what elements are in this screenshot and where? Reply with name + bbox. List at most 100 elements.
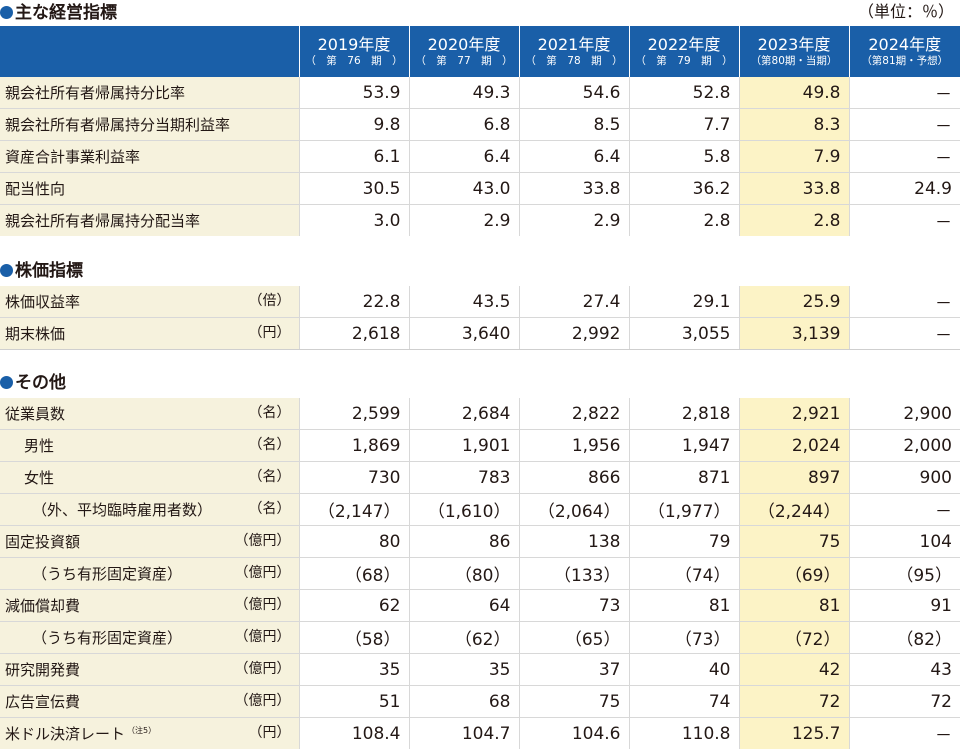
value-cell: 1,901	[408, 429, 519, 462]
table-row: （うち有形固定資産） （億円） （68） （80） （133） （74） （69） （95）	[0, 557, 960, 590]
value-cell: 9.8	[298, 108, 409, 141]
value-cell-current: 897	[738, 461, 849, 494]
value-cell: 1,869	[298, 429, 409, 462]
value-cell: 2,992	[518, 317, 629, 349]
table-row: 研究開発費 （億円） 35 35 37 40 42 43	[0, 653, 960, 686]
value-cell: 37	[518, 653, 629, 686]
row-label-text: （外、平均臨時雇用者数）	[32, 501, 213, 519]
value-cell: 730	[298, 461, 409, 494]
row-label-text: 親会社所有者帰属持分当期利益率	[5, 116, 231, 134]
value-cell: 6.4	[408, 140, 519, 173]
row-unit: （名）	[248, 405, 291, 421]
value-cell-forecast: －	[848, 317, 960, 349]
row-unit: （億円）	[234, 533, 291, 549]
value-cell: （65）	[518, 621, 629, 654]
value-cell: （58）	[298, 621, 409, 654]
value-cell: 54.6	[518, 77, 629, 109]
value-cell: 3,640	[408, 317, 519, 349]
main-indicators-table: 2019年度（ 第 76 期 ） 2020年度（ 第 77 期 ） 2021年度…	[0, 26, 960, 236]
header-year: 2019年度（ 第 76 期 ）	[298, 26, 409, 77]
section-title-other: その他	[0, 370, 66, 396]
table-row: 親会社所有者帰属持分比率 53.9 49.3 54.6 52.8 49.8 －	[0, 77, 960, 109]
value-cell-forecast: －	[848, 140, 960, 173]
value-cell-forecast: －	[848, 286, 960, 318]
value-cell-forecast: 43	[848, 653, 960, 686]
unit-note: （単位：％）	[857, 2, 954, 21]
row-label: 減価償却費 （億円）	[0, 589, 299, 622]
value-cell: 40	[628, 653, 739, 686]
header-year-current: 2023年度 （第80期・当期）	[738, 26, 849, 77]
value-cell: 1,947	[628, 429, 739, 462]
header-row: 2019年度（ 第 76 期 ） 2020年度（ 第 77 期 ） 2021年度…	[0, 26, 960, 77]
value-cell: 2,822	[518, 398, 629, 430]
value-cell: 6.8	[408, 108, 519, 141]
value-cell-current: 42	[738, 653, 849, 686]
row-unit: （億円）	[234, 565, 291, 581]
row-label: 研究開発費 （億円）	[0, 653, 299, 686]
row-label-text: 女性	[24, 469, 55, 487]
row-unit: （円）	[248, 725, 291, 741]
bullet-icon	[0, 264, 13, 277]
value-cell: 49.3	[408, 77, 519, 109]
value-cell: （2,147）	[298, 493, 409, 526]
row-label-text: 株価収益率	[5, 293, 81, 311]
row-label-text: （うち有形固定資産）	[32, 629, 183, 647]
table-row: （外、平均臨時雇用者数） （名） （2,147） （1,610） （2,064） （1,9…	[0, 493, 960, 526]
table-row: 減価償却費 （億円） 62 64 73 81 81 91	[0, 589, 960, 622]
value-cell: 2.9	[408, 204, 519, 236]
value-cell: 6.1	[298, 140, 409, 173]
row-label: 固定投資額 （億円）	[0, 525, 299, 558]
value-cell-forecast: （82）	[848, 621, 960, 654]
header-year-forecast: 2024年度 （第81期・予想）	[848, 26, 960, 77]
value-cell: 35	[408, 653, 519, 686]
value-cell: 43.5	[408, 286, 519, 318]
value-cell: 81	[628, 589, 739, 622]
section-title-main-indicators: 主な経営指標	[0, 0, 117, 26]
value-cell: （2,064）	[518, 493, 629, 526]
value-cell: 871	[628, 461, 739, 494]
value-cell: 79	[628, 525, 739, 558]
value-cell-forecast: －	[848, 77, 960, 109]
row-label: 配当性向	[0, 172, 299, 205]
header-year: 2020年度（ 第 77 期 ）	[408, 26, 519, 77]
value-cell: 104.7	[408, 717, 519, 749]
value-cell-forecast: －	[848, 204, 960, 236]
row-unit: （名）	[248, 501, 291, 517]
row-label: 株価収益率 （倍）	[0, 286, 299, 318]
table-row: 米ドル決済レート （注5） （円） 108.4 104.7 104.6 110.8 125.7…	[0, 717, 960, 749]
row-unit: （億円）	[234, 597, 291, 613]
row-label-text: 研究開発費	[5, 661, 81, 679]
row-label: 米ドル決済レート （注5） （円）	[0, 717, 299, 749]
row-label: 男性 （名）	[0, 429, 299, 462]
value-cell: 62	[298, 589, 409, 622]
value-cell-forecast: 91	[848, 589, 960, 622]
header-corner	[0, 26, 299, 77]
row-unit: （名）	[248, 437, 291, 453]
row-unit: （億円）	[234, 629, 291, 645]
row-label: 親会社所有者帰属持分配当率	[0, 204, 299, 236]
table-row: 期末株価 （円） 2,618 3,640 2,992 3,055 3,139 －	[0, 317, 960, 349]
table-row: 従業員数 （名） 2,599 2,684 2,822 2,818 2,921 2,900	[0, 398, 960, 430]
value-cell-current: 72	[738, 685, 849, 718]
table-row: 男性 （名） 1,869 1,901 1,956 1,947 2,024 2,000	[0, 429, 960, 462]
value-cell: 2,818	[628, 398, 739, 430]
value-cell-current: 7.9	[738, 140, 849, 173]
value-cell-current: 2,024	[738, 429, 849, 462]
value-cell-forecast: 104	[848, 525, 960, 558]
value-cell-forecast: 72	[848, 685, 960, 718]
value-cell-current: 25.9	[738, 286, 849, 318]
bullet-icon	[0, 376, 13, 389]
table-row: 固定投資額 （億円） 80 86 138 79 75 104	[0, 525, 960, 558]
value-cell: 64	[408, 589, 519, 622]
row-label: （うち有形固定資産） （億円）	[0, 621, 299, 654]
row-label: 女性 （名）	[0, 461, 299, 494]
value-cell: （1,610）	[408, 493, 519, 526]
value-cell: 2.9	[518, 204, 629, 236]
value-cell-current: 2,921	[738, 398, 849, 430]
value-cell: 80	[298, 525, 409, 558]
value-cell-forecast: （95）	[848, 557, 960, 590]
value-cell: 53.9	[298, 77, 409, 109]
value-cell-forecast: －	[848, 493, 960, 526]
footnote-marker: （注5）	[127, 726, 157, 735]
